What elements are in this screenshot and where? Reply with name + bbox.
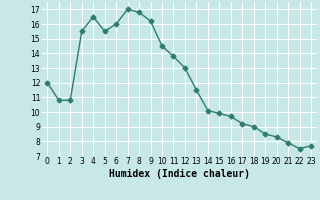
X-axis label: Humidex (Indice chaleur): Humidex (Indice chaleur)	[109, 169, 250, 179]
